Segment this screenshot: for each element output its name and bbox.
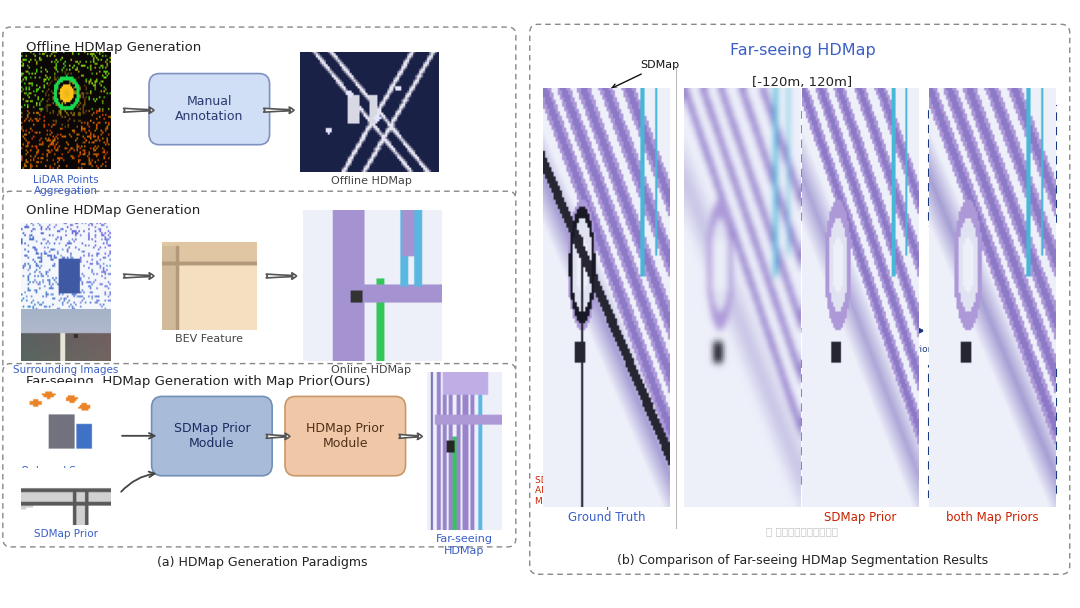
Text: SDMap Prior: SDMap Prior (33, 529, 98, 539)
Text: SDMap Prior
Module: SDMap Prior Module (174, 422, 251, 450)
FancyBboxPatch shape (149, 74, 270, 145)
FancyBboxPatch shape (3, 364, 516, 547)
Text: Baseline: Baseline (716, 497, 767, 510)
Text: LiDAR Points
Aggregation: LiDAR Points Aggregation (33, 175, 98, 196)
Text: Far-seeing HDMap: Far-seeing HDMap (730, 44, 875, 58)
Text: both Map Priors: both Map Priors (946, 511, 1039, 524)
Text: LiDAR Points: LiDAR Points (33, 329, 98, 339)
Text: Far-seeing
HDMap: Far-seeing HDMap (436, 534, 494, 556)
Text: Offline HDMap Generation: Offline HDMap Generation (26, 41, 201, 54)
Text: SDMap with: SDMap with (571, 497, 642, 510)
Text: 🔵 公众号：自动驾驶之心: 🔵 公众号：自动驾驶之心 (767, 526, 838, 536)
Text: Ground Truth: Ground Truth (568, 511, 646, 524)
FancyBboxPatch shape (3, 27, 516, 199)
Text: Ours with: Ours with (832, 497, 889, 510)
Text: SDMap is Weakly
Aligned with
Map Centerline: SDMap is Weakly Aligned with Map Centerl… (536, 476, 612, 506)
Text: Offline HDMap: Offline HDMap (330, 176, 411, 187)
Text: BEV Feature: BEV Feature (175, 334, 243, 344)
Text: With
SDMap Prior: With SDMap Prior (747, 316, 804, 335)
Text: Onboard Sensors: Onboard Sensors (21, 466, 111, 477)
Text: Far-seeing  HDMap Generation with Map Prior(Ours): Far-seeing HDMap Generation with Map Pri… (26, 375, 370, 387)
Text: Surrounding Images: Surrounding Images (13, 365, 119, 375)
FancyBboxPatch shape (3, 192, 516, 375)
Text: Online HDMap Generation: Online HDMap Generation (26, 204, 200, 217)
Text: (a) HDMap Generation Paradigms: (a) HDMap Generation Paradigms (157, 556, 367, 569)
Text: Manual
Annotation: Manual Annotation (175, 95, 243, 123)
Text: SDMap: SDMap (612, 60, 679, 88)
Text: Online HDMap: Online HDMap (332, 365, 411, 375)
FancyBboxPatch shape (285, 396, 405, 476)
Text: [-120m, 120m]: [-120m, 120m] (753, 77, 852, 89)
Text: With
HDMap Prior: With HDMap Prior (875, 334, 932, 354)
Text: HDMap Prior
Module: HDMap Prior Module (307, 422, 384, 450)
Text: SDMap Prior: SDMap Prior (824, 511, 896, 524)
FancyBboxPatch shape (151, 396, 272, 476)
Text: (b) Comparison of Far-seeing HDMap Segmentation Results: (b) Comparison of Far-seeing HDMap Segme… (617, 554, 988, 567)
FancyBboxPatch shape (529, 24, 1069, 574)
Text: Ours with: Ours with (964, 497, 1022, 510)
